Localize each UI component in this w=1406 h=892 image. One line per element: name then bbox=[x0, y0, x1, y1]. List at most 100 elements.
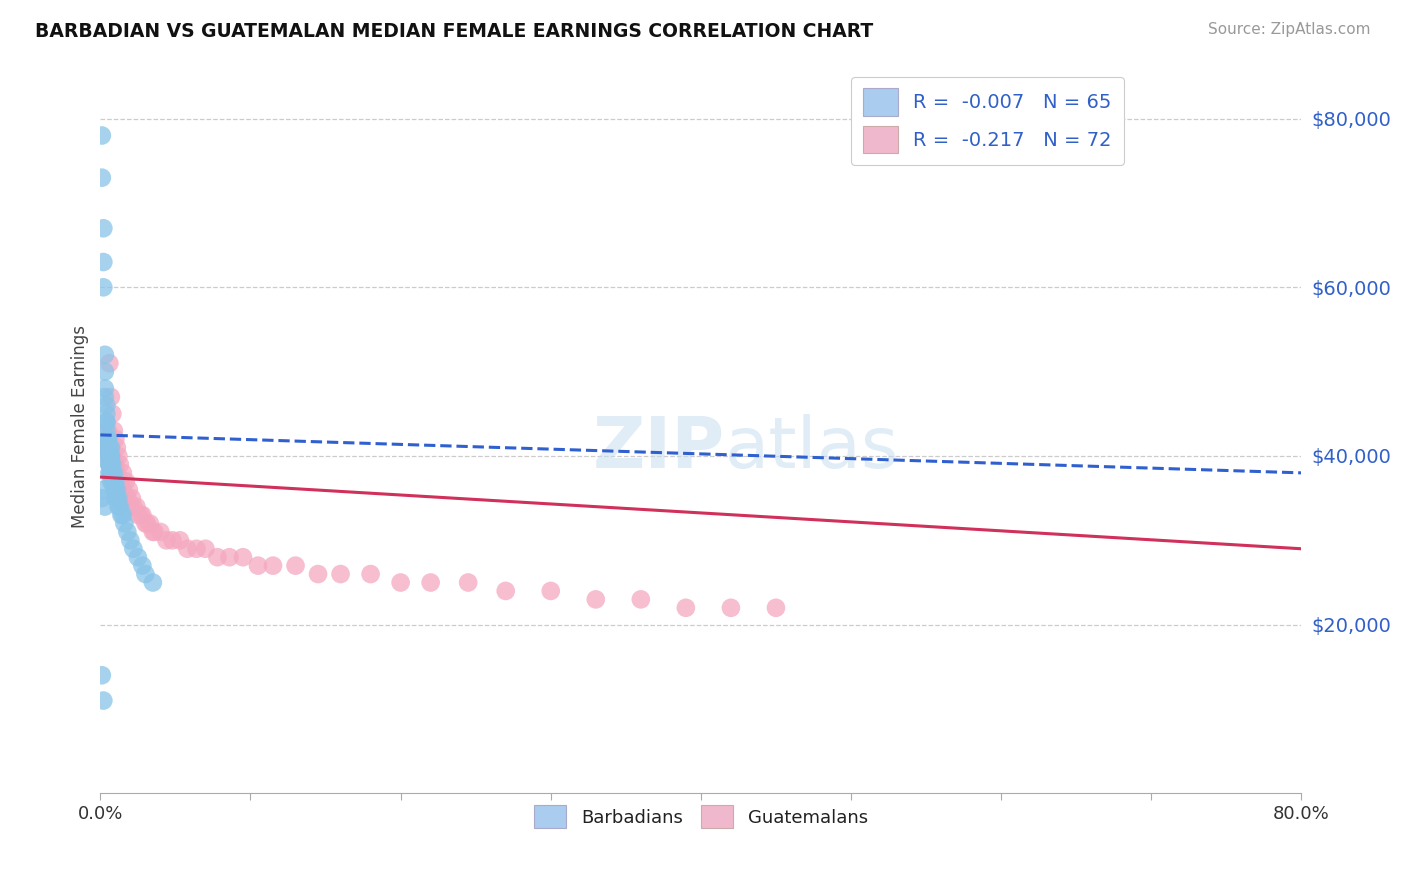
Point bbox=[142, 524, 165, 539]
Point bbox=[125, 500, 148, 514]
Legend: Barbadians, Guatemalans: Barbadians, Guatemalans bbox=[527, 798, 875, 836]
Point bbox=[96, 415, 118, 429]
Text: atlas: atlas bbox=[725, 414, 900, 483]
Point bbox=[105, 441, 128, 455]
Point bbox=[131, 508, 153, 522]
Point bbox=[93, 693, 115, 707]
Point bbox=[100, 449, 122, 463]
Point bbox=[117, 524, 139, 539]
Point bbox=[127, 550, 149, 565]
Point bbox=[104, 491, 127, 505]
Point bbox=[120, 533, 142, 548]
Point bbox=[94, 424, 117, 438]
Point bbox=[135, 516, 157, 531]
Point bbox=[111, 466, 134, 480]
Point bbox=[232, 550, 254, 565]
Point bbox=[101, 458, 124, 472]
Point bbox=[90, 491, 112, 505]
Point bbox=[419, 575, 441, 590]
Point bbox=[98, 458, 121, 472]
Point bbox=[585, 592, 607, 607]
Point bbox=[100, 466, 122, 480]
Point bbox=[142, 575, 165, 590]
Point bbox=[107, 475, 129, 489]
Point bbox=[98, 441, 121, 455]
Point bbox=[97, 441, 120, 455]
Point bbox=[96, 398, 118, 412]
Point bbox=[97, 424, 120, 438]
Point bbox=[104, 483, 127, 497]
Point bbox=[100, 449, 122, 463]
Point bbox=[101, 475, 124, 489]
Point bbox=[94, 500, 117, 514]
Point bbox=[100, 441, 122, 455]
Point bbox=[630, 592, 652, 607]
Point bbox=[103, 475, 125, 489]
Point bbox=[104, 432, 127, 446]
Text: Source: ZipAtlas.com: Source: ZipAtlas.com bbox=[1208, 22, 1371, 37]
Point bbox=[110, 508, 132, 522]
Point bbox=[97, 432, 120, 446]
Point bbox=[93, 255, 115, 269]
Point bbox=[101, 466, 124, 480]
Point bbox=[121, 491, 143, 505]
Point bbox=[100, 466, 122, 480]
Point bbox=[169, 533, 191, 548]
Point bbox=[107, 500, 129, 514]
Point bbox=[176, 541, 198, 556]
Point bbox=[97, 432, 120, 446]
Point bbox=[246, 558, 269, 573]
Point bbox=[720, 600, 742, 615]
Point bbox=[134, 516, 156, 531]
Point bbox=[98, 466, 121, 480]
Point bbox=[98, 458, 121, 472]
Point bbox=[262, 558, 284, 573]
Point bbox=[495, 583, 517, 598]
Point bbox=[112, 491, 135, 505]
Point bbox=[143, 524, 166, 539]
Point bbox=[98, 441, 121, 455]
Point bbox=[389, 575, 412, 590]
Text: BARBADIAN VS GUATEMALAN MEDIAN FEMALE EARNINGS CORRELATION CHART: BARBADIAN VS GUATEMALAN MEDIAN FEMALE EA… bbox=[35, 22, 873, 41]
Point bbox=[105, 466, 128, 480]
Point bbox=[94, 365, 117, 379]
Point bbox=[103, 424, 125, 438]
Point bbox=[90, 170, 112, 185]
Point bbox=[101, 466, 124, 480]
Point bbox=[108, 500, 131, 514]
Point bbox=[94, 390, 117, 404]
Point bbox=[194, 541, 217, 556]
Point bbox=[103, 483, 125, 497]
Point bbox=[97, 441, 120, 455]
Point bbox=[117, 491, 139, 505]
Point bbox=[103, 466, 125, 480]
Point bbox=[122, 500, 145, 514]
Point bbox=[103, 475, 125, 489]
Point bbox=[107, 449, 129, 463]
Point bbox=[96, 424, 118, 438]
Point bbox=[127, 508, 149, 522]
Point bbox=[540, 583, 562, 598]
Point bbox=[105, 483, 128, 497]
Point bbox=[103, 458, 125, 472]
Point bbox=[98, 356, 121, 370]
Point bbox=[108, 475, 131, 489]
Point bbox=[100, 390, 122, 404]
Point bbox=[97, 432, 120, 446]
Point bbox=[110, 483, 132, 497]
Point bbox=[139, 516, 162, 531]
Point bbox=[100, 458, 122, 472]
Point bbox=[284, 558, 307, 573]
Point bbox=[90, 668, 112, 682]
Point bbox=[162, 533, 184, 548]
Point bbox=[104, 475, 127, 489]
Point bbox=[96, 407, 118, 421]
Point bbox=[765, 600, 787, 615]
Point bbox=[186, 541, 208, 556]
Point bbox=[134, 567, 156, 582]
Point bbox=[107, 491, 129, 505]
Point bbox=[93, 221, 115, 235]
Point bbox=[115, 491, 138, 505]
Point bbox=[101, 407, 124, 421]
Point bbox=[104, 458, 127, 472]
